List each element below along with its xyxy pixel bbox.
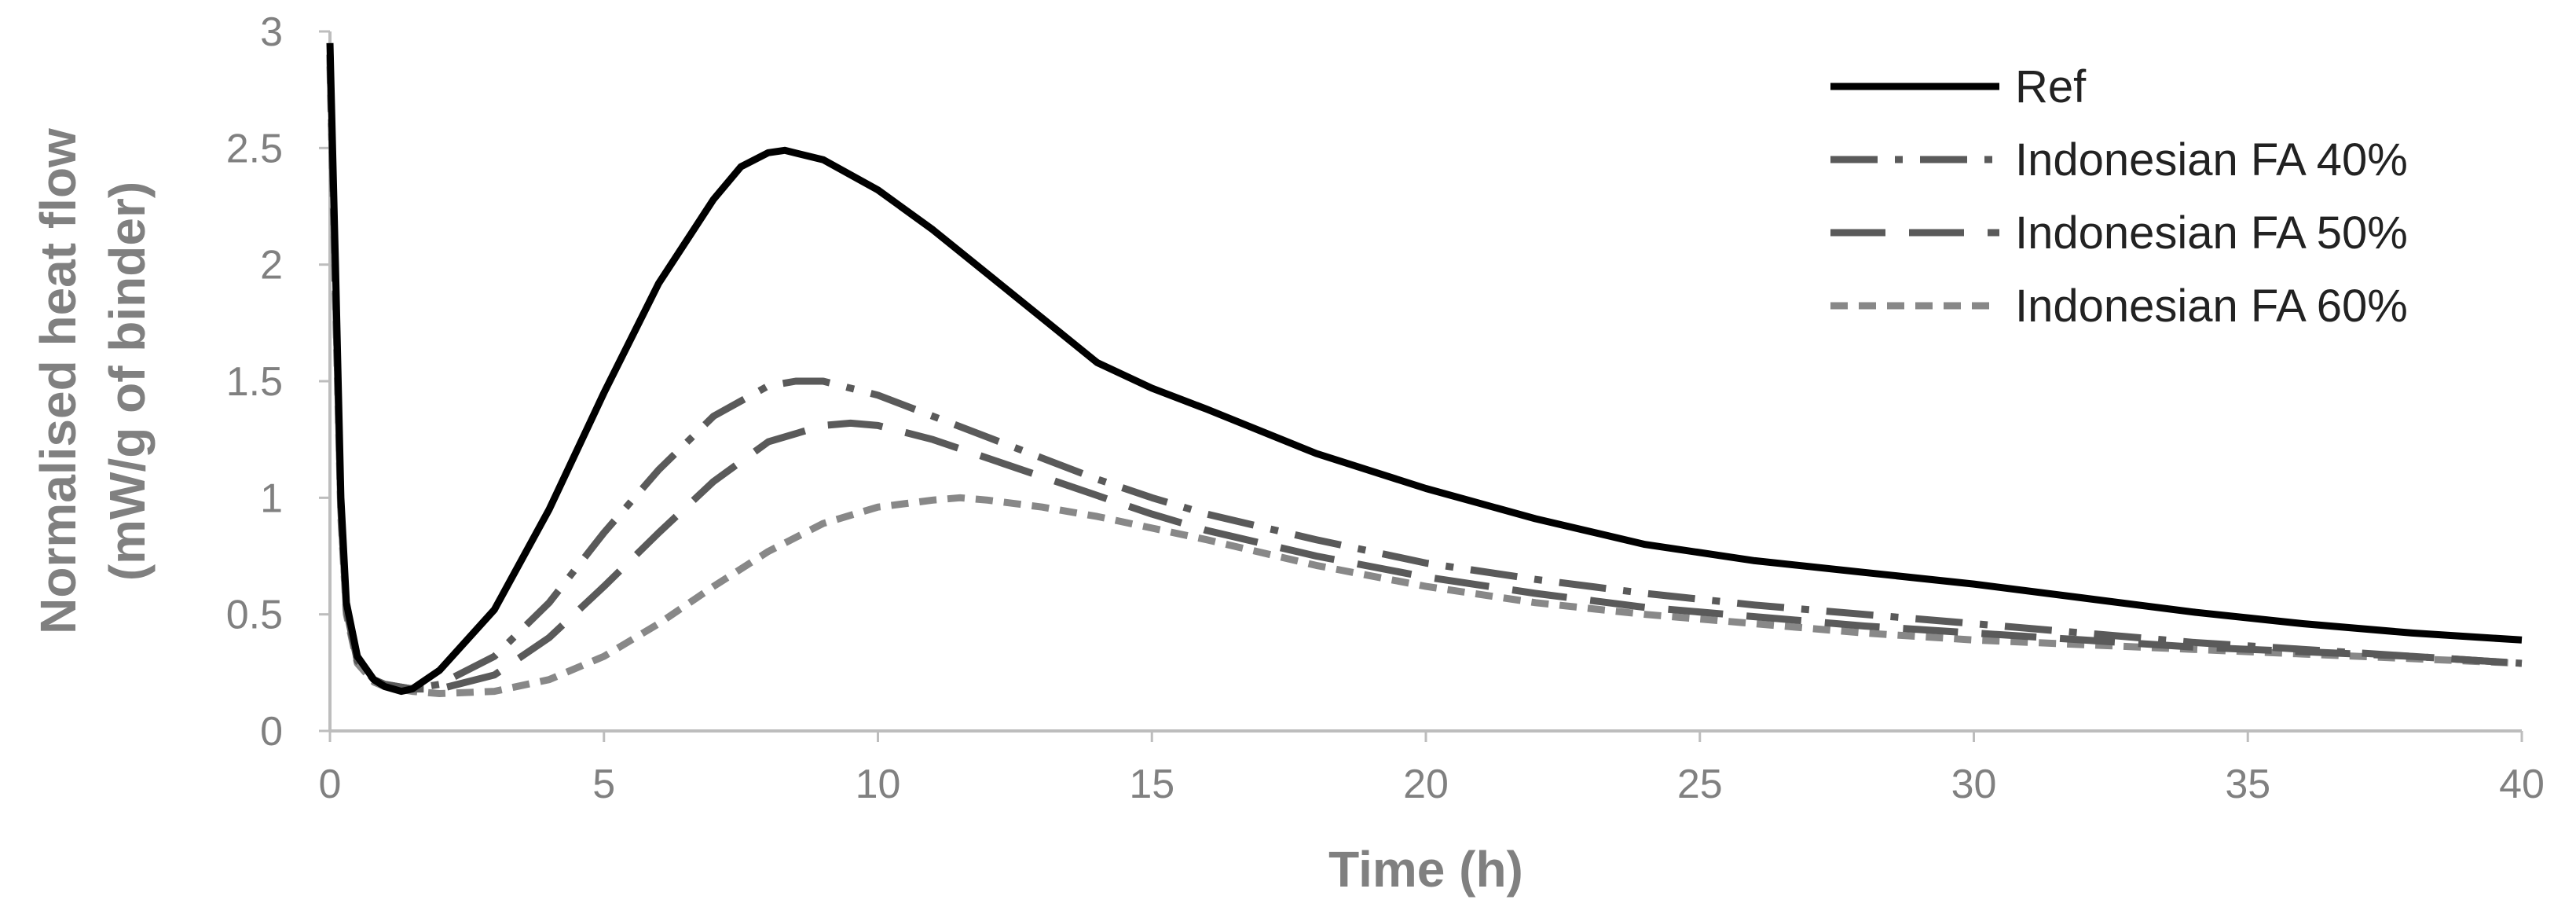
y-axis-title-line2: (mW/g of binder) [99, 182, 156, 581]
series-lines [326, 42, 2523, 697]
x-tick-label: 20 [1403, 762, 1449, 807]
y-tick-label: 2 [260, 243, 283, 288]
x-axis-title: Time (h) [1328, 841, 1523, 898]
legend-label-indonesian-fa-40: Indonesian FA 40% [2015, 134, 2408, 185]
legend: Ref Indonesian FA 40% Indonesian FA 50% Ind… [1830, 61, 2408, 332]
x-tick-label: 40 [2499, 762, 2545, 807]
y-axis-title-line1: Normalised heat flow [30, 128, 86, 634]
x-tick-label: 30 [1951, 762, 1997, 807]
series-line-ref [326, 42, 2523, 696]
x-tick-label: 5 [592, 762, 615, 807]
legend-label-ref: Ref [2015, 61, 2087, 112]
x-tick-label: 15 [1129, 762, 1174, 807]
x-tick-label: 25 [1677, 762, 1723, 807]
y-tick-label: 1 [260, 476, 283, 521]
x-tick-label: 0 [319, 762, 342, 807]
y-tick-label: 1.5 [226, 359, 283, 405]
x-tick-label: 10 [856, 762, 901, 807]
y-tick-label: 3 [260, 9, 283, 55]
legend-label-indonesian-fa-50: Indonesian FA 50% [2015, 207, 2408, 259]
y-tick-label: 0 [260, 709, 283, 755]
y-tick-label: 2.5 [226, 126, 283, 171]
y-axis-ticks: 0 0.5 1 1.5 2 2.5 3 [226, 9, 330, 755]
x-axis-ticks: 0 5 10 15 20 25 30 35 40 [319, 731, 2545, 807]
x-tick-label: 35 [2225, 762, 2270, 807]
y-tick-label: 0.5 [226, 593, 283, 638]
legend-label-indonesian-fa-60: Indonesian FA 60% [2015, 281, 2408, 332]
y-axis-title: Normalised heat flow (mW/g of binder) [30, 128, 156, 634]
